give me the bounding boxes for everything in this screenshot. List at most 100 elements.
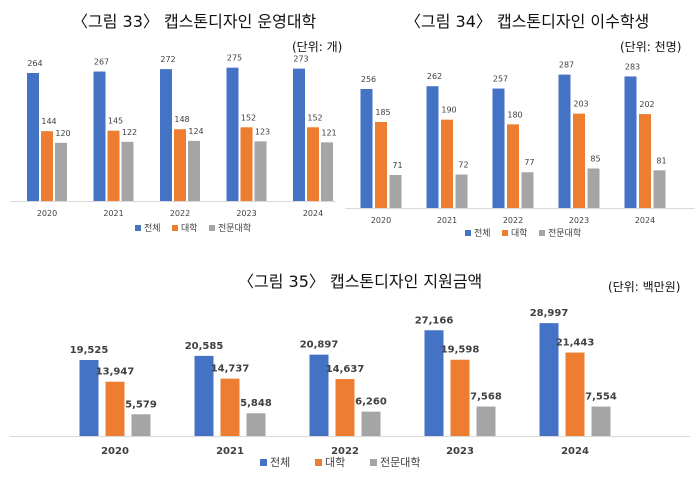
chart3-bar-전체-2024 [539,323,559,436]
chart2-data-label: 180 [507,110,522,119]
chart2-data-label: 202 [639,100,654,109]
chart1-bar-전문대학-2024 [321,142,333,201]
chart3-bar-대학-2022 [335,379,355,436]
chart3-bar-전문대학-2022 [361,411,381,436]
chart2-data-label: 71 [392,161,402,170]
chart1-data-label: 145 [108,117,123,126]
chart1-bar-전체-2020 [27,73,39,201]
chart3-x-tick: 2023 [446,446,474,457]
chart1-data-label: 123 [255,127,270,136]
chart2-bar-대학-2021 [441,119,453,208]
chart3-bar-전체-2023 [424,330,444,436]
chart2-bar-전문대학-2023 [587,168,600,208]
chart2-data-label: 85 [590,154,600,163]
chart1-x-tick: 2020 [37,209,57,218]
chart2-bar-대학-2020 [375,122,387,208]
chart2-unit: (단위: 천명) [620,40,682,54]
chart2-bar-전체-2022 [492,88,505,208]
chart3-legend-swatch [260,459,267,466]
chart2-bar-전문대학-2022 [521,172,534,208]
chart1-x-tick: 2024 [303,209,323,218]
chart1-data-label: 267 [94,58,109,67]
chart1-bar-대학-2023 [240,127,253,201]
chart1-data-label: 264 [27,59,42,68]
chart2-title: 〈그림 34〉 캡스톤디자인 이수학생 [405,12,650,31]
chart1-data-label: 121 [321,128,336,137]
chart1-bar-전체-2021 [93,71,106,201]
chart3-legend-전문대학: 전문대학 [380,456,420,469]
chart1-data-label: 144 [41,117,56,126]
chart2-bar-대학-2023 [573,113,585,208]
chart2-data-label: 190 [441,106,456,115]
chart1-legend-swatch [135,225,141,231]
chart3-data-label: 14,637 [326,364,365,375]
chart2-data-label: 283 [625,62,640,71]
chart1-data-label: 124 [188,127,203,136]
chart2-data-label: 203 [573,100,588,109]
chart3-bar-전체-2022 [309,354,329,436]
chart2-legend-swatch [465,230,471,236]
chart3-bar-대학-2020 [105,381,125,436]
chart1-bar-대학-2022 [174,129,186,201]
chart3-x-tick: 2022 [331,446,359,457]
chart2-x-tick: 2020 [371,216,391,225]
chart3-data-label: 13,947 [96,367,135,378]
chart1-bar-대학-2020 [41,131,53,201]
chart3-data-label: 6,260 [355,397,387,408]
chart1-data-label: 122 [122,128,137,137]
chart2-x-tick: 2022 [503,216,523,225]
chart1-bar-전문대학-2022 [188,140,200,201]
chart3-bar-대학-2021 [220,378,240,436]
chart1-data-label: 273 [293,55,308,64]
chart2-data-label: 256 [361,75,376,84]
chart3-data-label: 21,443 [556,338,595,349]
chart3-data-label: 28,997 [530,308,569,319]
chart1-bar-전문대학-2021 [121,141,134,201]
chart2-bar-전체-2023 [558,74,571,208]
chart3-title: 〈그림 35〉 캡스톤디자인 지원금액 [238,272,483,291]
chart2-x-tick: 2021 [437,216,457,225]
chart2-bar-대학-2022 [507,124,519,208]
chart2-data-label: 257 [493,75,508,84]
chart3-x-tick: 2021 [216,446,244,457]
chart3-bar-전문대학-2020 [131,414,151,436]
chart1-x-tick: 2021 [103,209,123,218]
chart3-legend-대학: 대학 [325,456,345,469]
chart1-legend-전체: 전체 [144,223,161,234]
chart3-bar-전문대학-2023 [476,406,496,436]
chart3-bar-전문대학-2024 [591,406,611,436]
chart2-data-label: 77 [524,158,534,167]
chart3-legend-swatch [315,459,322,466]
chart1-bar-전문대학-2023 [254,141,267,201]
chart1-data-label: 152 [307,113,322,122]
chart3-data-label: 5,848 [240,398,272,409]
chart3-data-label: 20,585 [185,341,224,352]
chart3-data-label: 7,554 [585,392,617,403]
chart2-x-tick: 2024 [635,216,655,225]
chart3-bar-대학-2023 [450,359,470,436]
chart3-data-label: 20,897 [300,340,339,351]
chart2-bar-전문대학-2024 [653,170,666,208]
chart3-data-label: 7,568 [470,392,502,403]
chart2-bar-대학-2024 [639,114,651,208]
chart2-data-label: 287 [559,61,574,70]
chart2-legend-전체: 전체 [474,228,491,239]
chart1-bar-전문대학-2020 [55,142,67,201]
chart1-data-label: 148 [174,115,189,124]
chart1-data-label: 152 [241,113,256,122]
chart1-data-label: 272 [160,55,175,64]
chart1-data-label: 120 [55,129,70,138]
chart3-x-tick: 2020 [101,446,129,457]
chart1-bar-전체-2024 [293,68,305,202]
chart1-data-label: 275 [227,54,242,63]
chart2-data-label: 262 [427,72,442,81]
chart3-legend-swatch [370,459,377,466]
chart3-bar-대학-2024 [565,352,585,436]
chart3-data-label: 19,598 [441,345,480,356]
chart3-data-label: 27,166 [415,315,454,326]
chart1-legend-전문대학: 전문대학 [218,223,251,234]
chart3-bar-전체-2020 [79,360,99,436]
chart3-data-label: 14,737 [211,364,250,375]
chart3-unit: (단위: 백만원) [608,280,681,294]
